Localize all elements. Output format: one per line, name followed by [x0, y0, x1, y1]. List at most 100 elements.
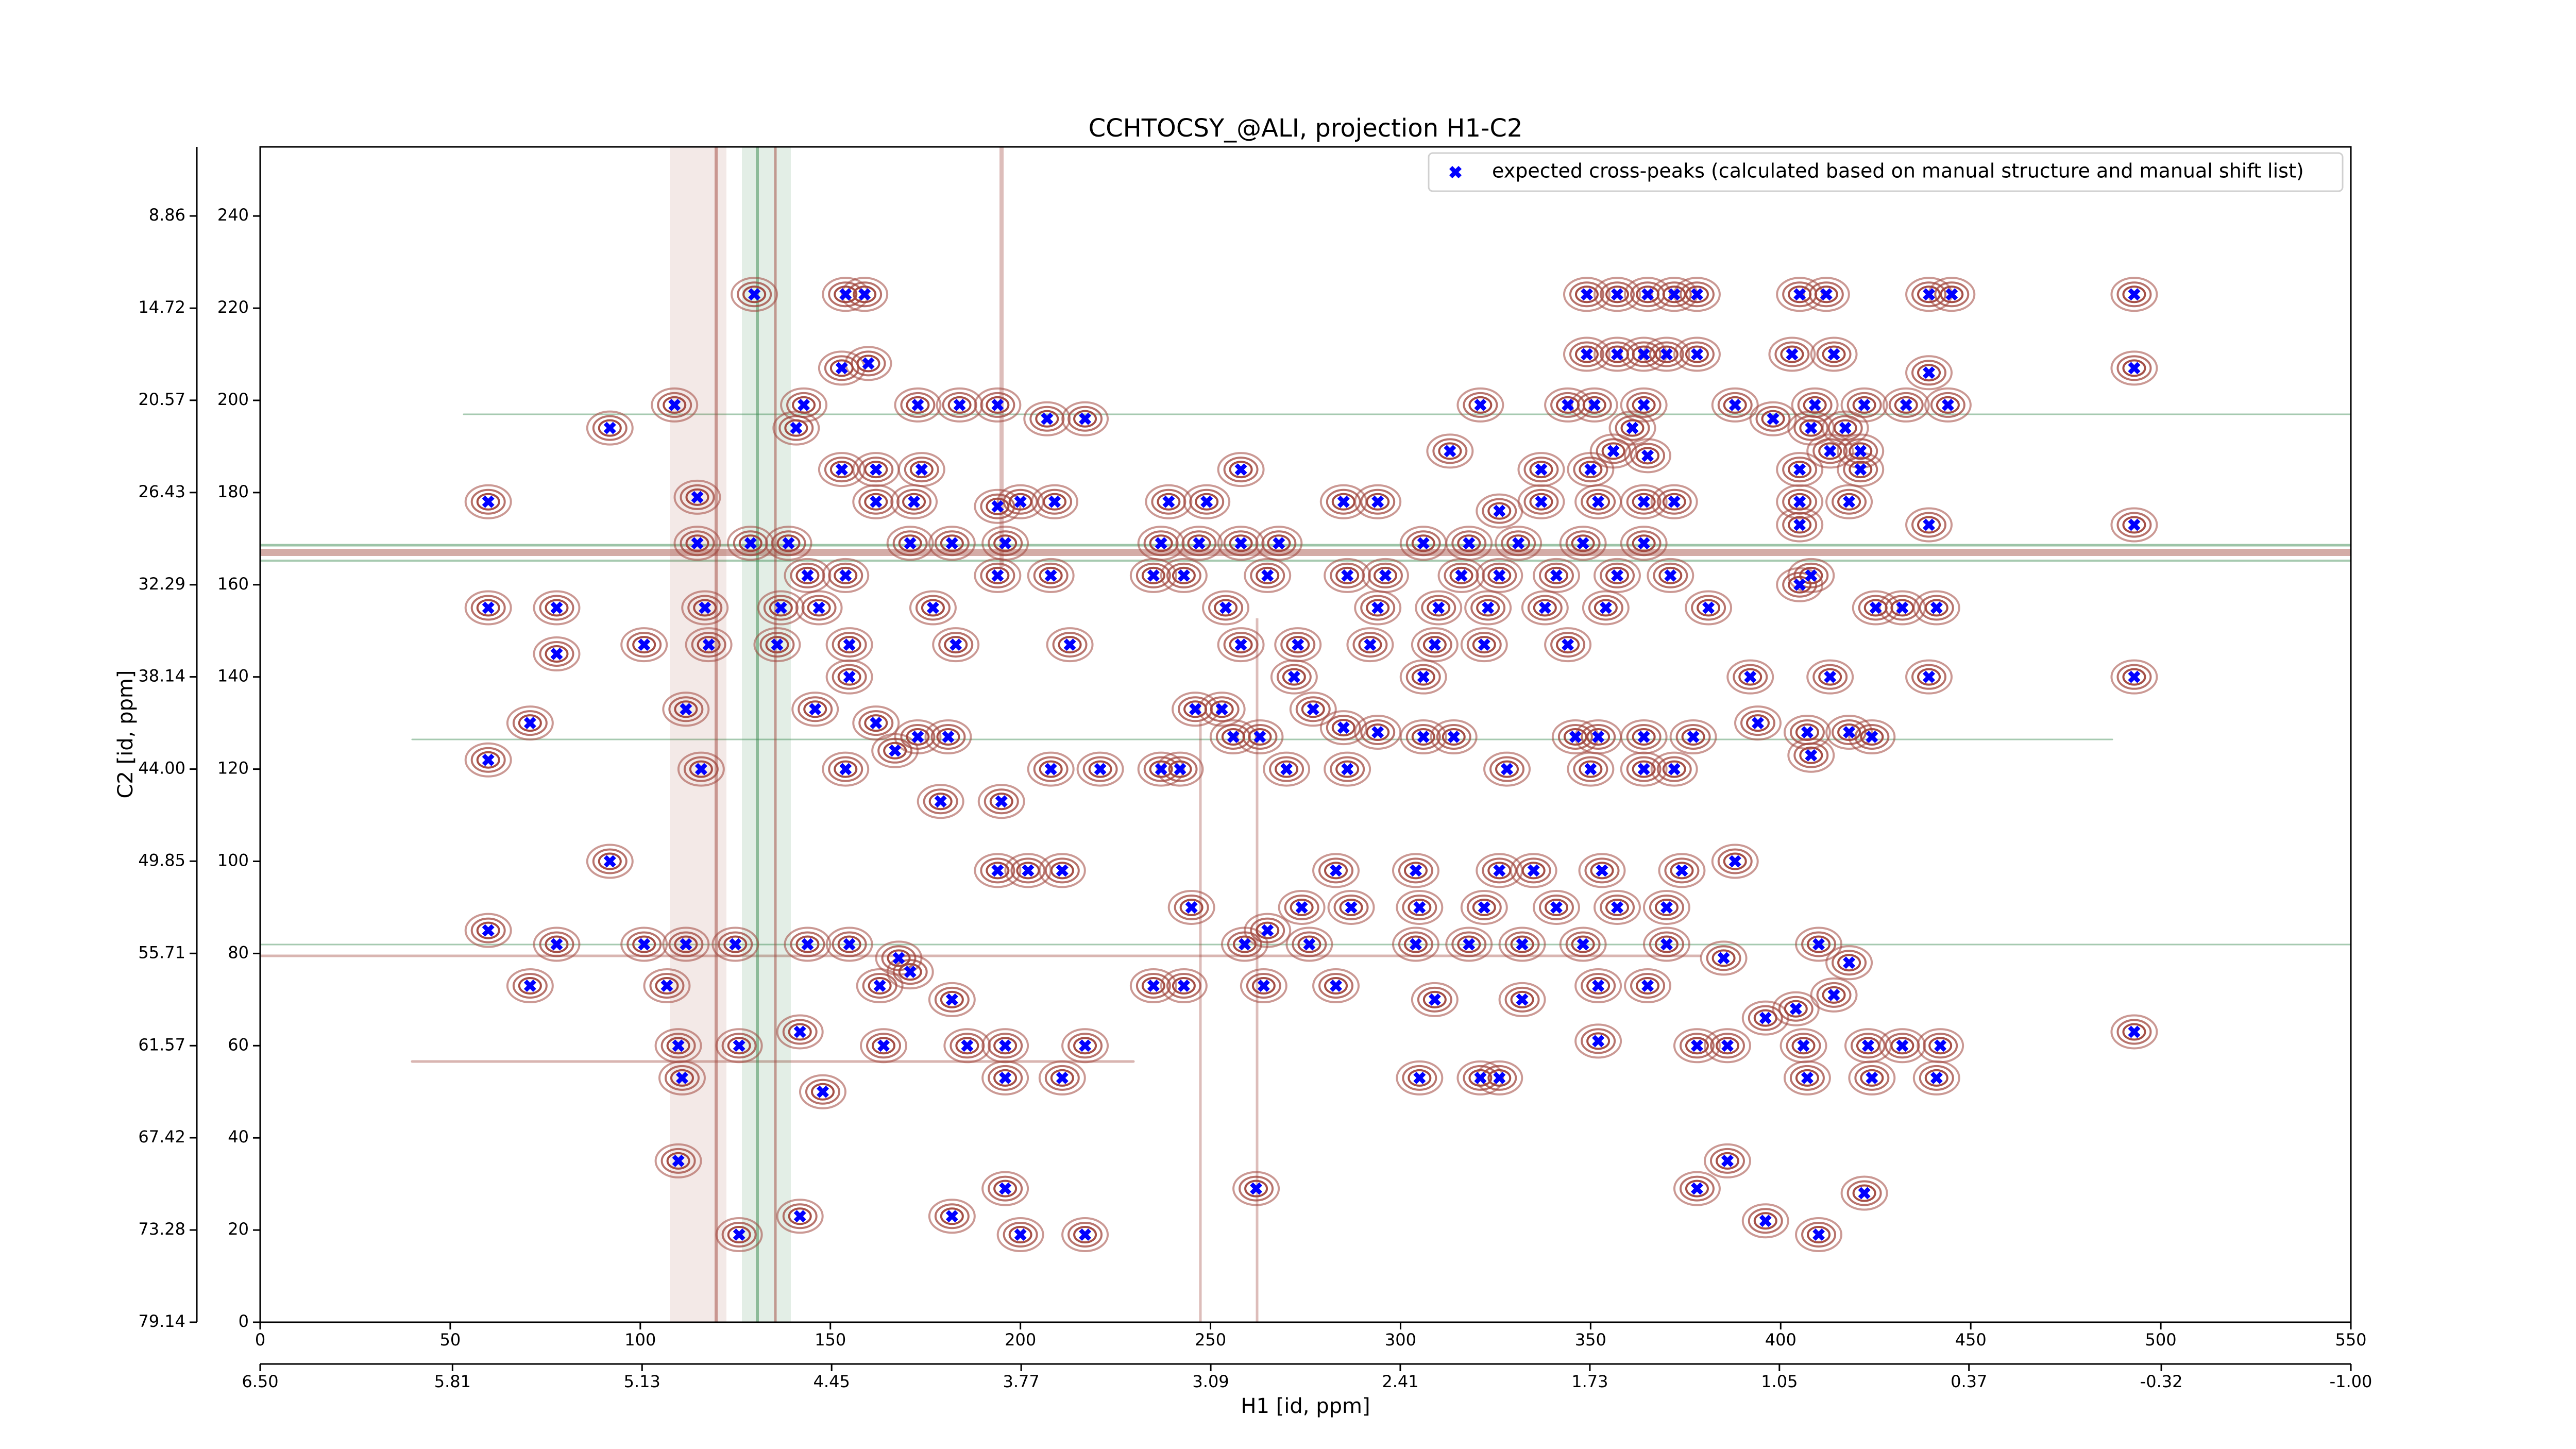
contour: [1538, 562, 1574, 588]
contour: [1061, 1028, 1109, 1064]
contour: [1038, 1060, 1086, 1096]
contour: [476, 751, 500, 769]
peak-marker: [1261, 569, 1274, 582]
peak-marker: [774, 601, 787, 614]
contour: [1818, 442, 1842, 460]
peak-marker: [1478, 638, 1490, 651]
contour: [663, 396, 687, 414]
contour: [1656, 488, 1692, 515]
contour: [1685, 1180, 1709, 1198]
peak-marker: [1607, 445, 1620, 458]
contour: [795, 935, 820, 953]
peak-marker: [1767, 412, 1780, 425]
contour: [799, 1074, 846, 1109]
contour: [1709, 1148, 1745, 1174]
contour: [1214, 599, 1238, 617]
contour: [1565, 931, 1601, 957]
peak-marker: [1493, 504, 1506, 517]
peak-marker: [1044, 569, 1057, 582]
contour: [1582, 396, 1606, 414]
contour: [1789, 1065, 1825, 1091]
contour: [1833, 419, 1857, 437]
peak-marker: [870, 717, 883, 730]
peak-marker: [2128, 670, 2141, 683]
contour: [837, 636, 861, 654]
peak-marker: [1626, 422, 1639, 434]
y2-tick-label: 49.85: [138, 850, 185, 870]
peak-marker: [839, 288, 852, 301]
contour: [1223, 530, 1259, 557]
contour: [934, 1203, 970, 1229]
contour: [1038, 853, 1086, 888]
contour: [1791, 1037, 1816, 1055]
contour: [1626, 488, 1662, 515]
contour: [977, 784, 1025, 819]
peak-marker: [1690, 1182, 1703, 1195]
peak-marker: [1238, 938, 1251, 951]
contour: [1544, 387, 1592, 423]
contour: [718, 931, 753, 957]
peak-marker: [1690, 348, 1703, 361]
contour: [2122, 285, 2146, 304]
contour: [715, 1028, 763, 1064]
contour: [1270, 659, 1318, 695]
peak-marker: [1702, 601, 1715, 614]
contour: [1417, 986, 1452, 1013]
peak-marker: [953, 398, 966, 411]
contour: [892, 530, 928, 557]
contour: [626, 931, 662, 957]
x-tick-label: 200: [1005, 1330, 1036, 1350]
contour: [1912, 1060, 1960, 1096]
peak-marker: [1664, 569, 1677, 582]
peak-marker: [877, 1039, 890, 1052]
peak-marker: [1371, 601, 1384, 614]
contour: [801, 595, 837, 621]
peak-marker: [1330, 864, 1343, 877]
contour: [1662, 760, 1686, 778]
contour: [1703, 1143, 1751, 1178]
contour: [2110, 277, 2158, 312]
contour: [996, 1217, 1044, 1253]
contour: [1290, 898, 1314, 916]
contour: [733, 530, 768, 557]
contour: [464, 590, 512, 626]
contour: [1570, 387, 1618, 423]
contour: [856, 968, 904, 1004]
contour: [1848, 1060, 1896, 1096]
contour: [1444, 562, 1479, 588]
peak-marker: [1022, 864, 1035, 877]
contour: [620, 926, 668, 962]
contour: [1738, 668, 1762, 686]
peak-marker: [1295, 901, 1308, 914]
peak-marker: [1292, 638, 1304, 651]
peak-marker: [523, 980, 536, 992]
contour: [1460, 889, 1508, 925]
contour: [1427, 599, 1451, 617]
contour: [1510, 853, 1557, 888]
contour: [1626, 723, 1662, 750]
contour: [1198, 692, 1246, 727]
contour: [989, 793, 1013, 811]
peak-marker: [945, 1210, 958, 1223]
contour: [1398, 857, 1433, 884]
contour: [1405, 530, 1441, 557]
peak-marker: [1273, 537, 1285, 550]
contour: [784, 419, 808, 437]
contour: [1501, 530, 1536, 557]
y2-tick-label: 79.14: [138, 1311, 185, 1331]
contour: [974, 488, 1022, 524]
contour: [1250, 917, 1285, 943]
peak-marker: [1660, 348, 1673, 361]
peak-marker: [1690, 288, 1703, 301]
peak-marker: [680, 703, 692, 716]
contour: [1067, 406, 1103, 432]
contour: [1050, 1069, 1074, 1087]
contour: [1924, 1069, 1948, 1087]
contour: [1685, 590, 1733, 626]
contour: [1632, 345, 1656, 363]
peak-marker: [1717, 952, 1730, 965]
peak-marker: [1341, 763, 1354, 776]
peak-marker: [672, 1154, 685, 1167]
contour: [940, 990, 964, 1008]
contour: [765, 526, 812, 561]
